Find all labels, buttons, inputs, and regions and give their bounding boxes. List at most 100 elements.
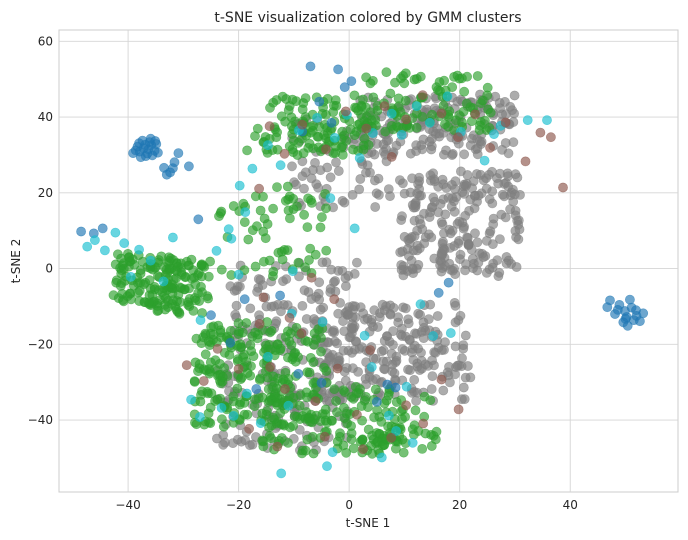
scatter-point — [299, 209, 309, 220]
scatter-point — [322, 461, 332, 472]
scatter-point — [283, 205, 294, 216]
scatter-point — [449, 297, 460, 308]
scatter-point — [459, 149, 470, 160]
scatter-point — [315, 416, 326, 426]
scatter-point — [472, 134, 482, 144]
scatter-point — [432, 311, 443, 321]
scatter-point — [204, 340, 215, 350]
scatter-point — [395, 329, 406, 340]
scatter-point — [414, 172, 424, 183]
scatter-point — [449, 206, 460, 217]
scatter-point — [110, 227, 121, 238]
scatter-point — [298, 98, 309, 108]
scatter-point — [305, 416, 315, 427]
scatter-point — [635, 316, 645, 327]
scatter-point — [439, 344, 449, 355]
scatter-point — [190, 279, 201, 290]
scatter-point — [415, 299, 426, 310]
scatter-point — [319, 431, 330, 442]
y-tick-label: 0 — [45, 262, 53, 276]
scatter-point — [500, 117, 511, 128]
scatter-point — [437, 219, 448, 230]
scatter-point — [426, 232, 437, 243]
scatter-point — [406, 255, 417, 266]
scatter-point — [283, 400, 294, 411]
scatter-point — [427, 109, 437, 120]
scatter-point — [326, 264, 337, 275]
scatter-point — [339, 387, 350, 397]
scatter-point — [158, 276, 169, 287]
scatter-point — [610, 309, 620, 319]
scatter-point — [289, 348, 300, 359]
scatter-point — [472, 237, 483, 248]
scatter-point — [509, 90, 520, 101]
scatter-point — [325, 172, 336, 183]
scatter-point — [333, 64, 343, 75]
scatter-point — [297, 119, 308, 130]
scatter-point — [272, 441, 283, 452]
scatter-point — [361, 72, 371, 83]
scatter-point — [458, 223, 469, 234]
scatter-point — [350, 301, 360, 312]
scatter-point — [425, 207, 435, 218]
scatter-point — [368, 434, 379, 445]
scatter-point — [300, 262, 310, 273]
scatter-point — [308, 339, 319, 350]
scatter-point — [306, 197, 317, 208]
scatter-point — [216, 414, 227, 425]
scatter-point — [433, 287, 444, 298]
scatter-point — [489, 129, 499, 139]
scatter-point — [376, 346, 387, 357]
scatter-point — [461, 180, 471, 191]
scatter-point — [445, 228, 456, 239]
scatter-point — [161, 264, 172, 275]
scatter-point — [390, 382, 401, 393]
scatter-point — [302, 222, 313, 232]
scatter-point — [228, 396, 239, 407]
scatter-point — [193, 214, 204, 225]
data-points — [76, 61, 649, 479]
scatter-point — [255, 418, 266, 428]
scatter-point — [255, 205, 266, 216]
scatter-point — [463, 239, 474, 249]
scatter-point — [296, 328, 307, 339]
scatter-point — [268, 203, 278, 214]
scatter-point — [443, 277, 454, 288]
scatter-point — [311, 291, 321, 302]
scatter-point — [322, 162, 333, 173]
scatter-point — [340, 281, 351, 291]
scatter-point — [509, 189, 520, 200]
scatter-point — [200, 349, 211, 360]
scatter-point — [172, 306, 183, 317]
scatter-point — [244, 423, 254, 434]
scatter-point — [205, 357, 216, 368]
scatter-point — [239, 294, 250, 305]
scatter-point — [400, 95, 411, 106]
scatter-point — [420, 428, 431, 439]
scatter-point — [268, 266, 279, 277]
scatter-point — [346, 322, 357, 333]
scatter-point — [362, 160, 373, 171]
scatter-point — [284, 312, 295, 323]
scatter-point — [397, 344, 408, 354]
scatter-point — [341, 363, 352, 373]
scatter-point — [418, 317, 429, 328]
scatter-point — [165, 253, 176, 264]
scatter-point — [425, 395, 436, 406]
scatter-point — [450, 176, 461, 187]
scatter-point — [379, 363, 389, 374]
scatter-point — [320, 144, 331, 155]
scatter-point — [390, 443, 401, 454]
scatter-point — [472, 143, 483, 154]
scatter-point — [385, 191, 395, 201]
scatter-point — [379, 101, 390, 111]
scatter-point — [314, 277, 325, 288]
scatter-point — [161, 169, 172, 180]
scatter-point — [453, 238, 464, 249]
scatter-point — [236, 372, 247, 383]
scatter-point — [614, 299, 625, 310]
scatter-point — [211, 433, 222, 444]
scatter-point — [328, 325, 339, 336]
scatter-point — [262, 140, 273, 150]
scatter-point — [265, 362, 275, 372]
